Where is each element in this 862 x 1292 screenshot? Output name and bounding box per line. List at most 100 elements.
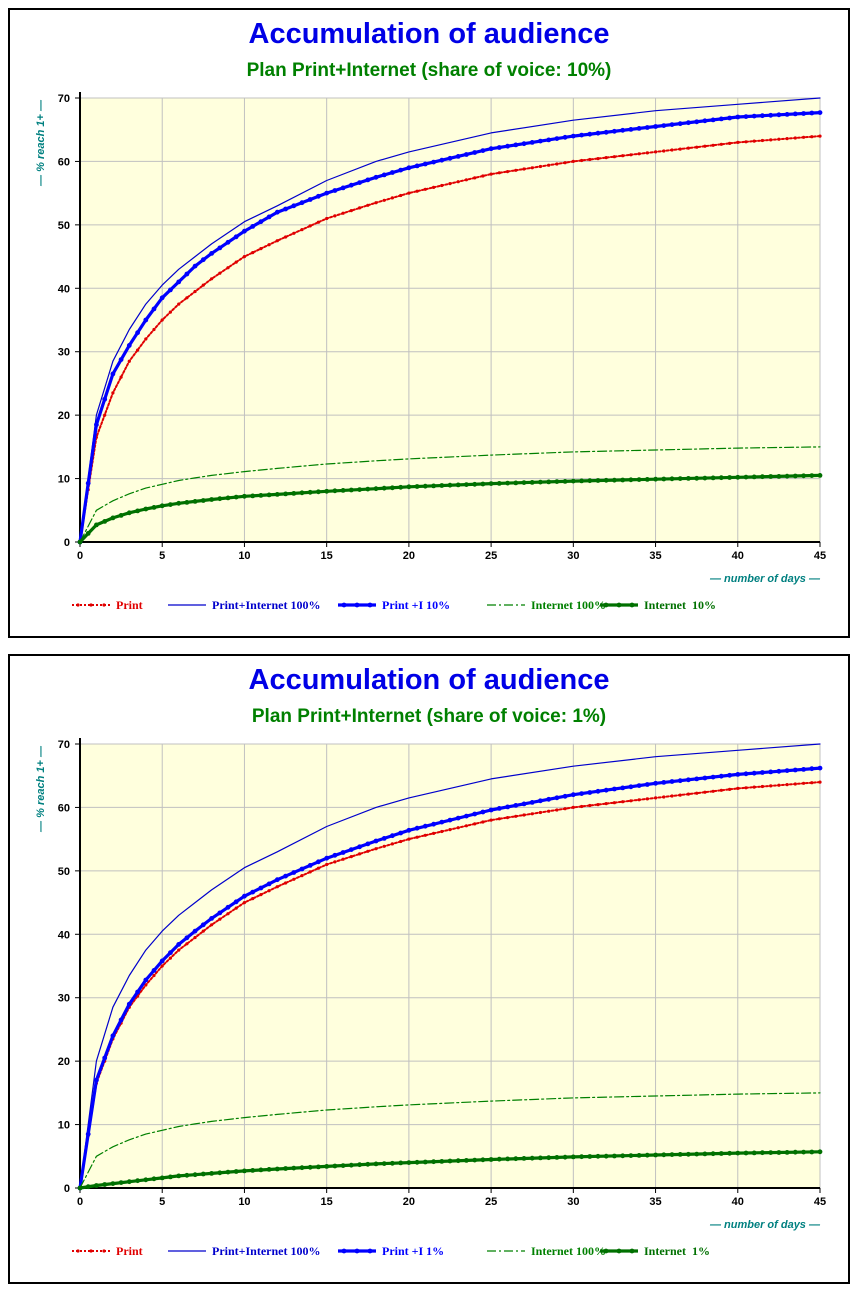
series-marker [464,813,469,819]
series-marker [316,193,321,199]
series-marker [644,782,650,787]
series-marker [670,794,674,798]
series-marker [662,795,666,799]
series-marker [398,1160,404,1166]
series-2 [79,743,821,1189]
series-marker [160,318,164,322]
line-chart: 0 5 10 15 20 25 30 35 40 45 0 10 20 30 40 50 60 70 — numbe… [35,92,826,612]
series-marker [432,831,436,835]
series-marker [603,477,609,483]
series-marker [752,139,756,143]
legend-label: Print [116,1244,143,1258]
series-marker [776,768,782,774]
series-marker [792,111,798,117]
series-marker [184,271,190,277]
series-marker [184,500,190,505]
series-marker [563,807,567,811]
series-marker [710,774,716,780]
series-marker [802,781,806,785]
series-marker [506,816,510,820]
series-marker [118,1180,124,1185]
series-marker [547,163,551,167]
series-marker [801,1149,806,1155]
series-marker [686,476,691,481]
series-marker [628,1153,634,1158]
series-line [79,743,821,1189]
series-marker [621,154,625,158]
series-marker [275,239,279,243]
series-marker [636,126,642,131]
x-tick-label: 15 [321,550,333,562]
legend-marker [102,603,106,607]
series-marker [209,497,215,502]
series-marker [677,121,683,127]
series-marker [735,114,741,120]
legend-marker [354,602,360,608]
series-marker [620,127,626,133]
series-marker [768,1150,774,1155]
series-marker [636,477,642,482]
series-marker [431,821,436,827]
legend-item: Internet 10% [600,598,716,612]
chart-title: Accumulation of audience [248,664,610,696]
series-marker [77,1185,83,1191]
series-marker [159,1175,165,1181]
y-tick-label: 70 [58,93,70,105]
series-marker [332,188,338,193]
series-marker [201,929,205,933]
series-marker [340,850,346,855]
series-marker [728,141,732,145]
series-marker [628,477,634,483]
series-marker [751,1150,757,1156]
series-marker [200,922,206,928]
series-marker [357,180,362,186]
series-marker [769,784,773,788]
legend-marker [629,602,635,608]
series-marker [768,112,774,118]
series-marker [670,148,674,152]
series-marker [677,778,683,784]
series-marker [390,170,395,175]
series-marker [612,786,617,792]
series-marker [580,804,584,809]
series-marker [496,145,502,150]
series-marker [604,802,608,806]
series-marker [366,203,370,207]
series-marker [308,870,312,874]
series-marker [719,142,723,146]
legend-item: Print [72,598,143,612]
series-marker [603,787,609,793]
series-marker [324,855,330,861]
series-marker [423,833,427,837]
series-marker [784,1150,790,1155]
series-marker [802,135,806,139]
series-marker [209,251,215,256]
series-marker [792,1149,798,1155]
series-marker [628,127,634,132]
series-marker [348,847,354,852]
series-marker [620,477,626,483]
series-marker [464,1158,469,1163]
series-marker [621,800,625,804]
series-marker [415,189,419,193]
legend-label: Internet 1% [644,1244,710,1258]
legend-marker [341,1248,347,1254]
legend-item: Internet 1% [600,1244,710,1258]
legend-marker [603,602,609,608]
y-tick-label: 50 [58,220,70,232]
series-marker [793,782,797,786]
series-marker [678,147,682,151]
series-marker [496,1156,502,1162]
series-marker [439,1159,445,1164]
series-marker [448,828,452,832]
x-tick-label: 10 [238,1196,250,1208]
series-marker [274,877,280,883]
series-marker [480,148,486,154]
series-marker [381,485,387,491]
series-marker [267,889,271,893]
legend-item: Print [72,1244,143,1258]
series-marker [579,1154,584,1160]
series-marker [784,112,790,117]
series-marker [505,480,510,486]
x-tick-label: 35 [649,1196,661,1208]
